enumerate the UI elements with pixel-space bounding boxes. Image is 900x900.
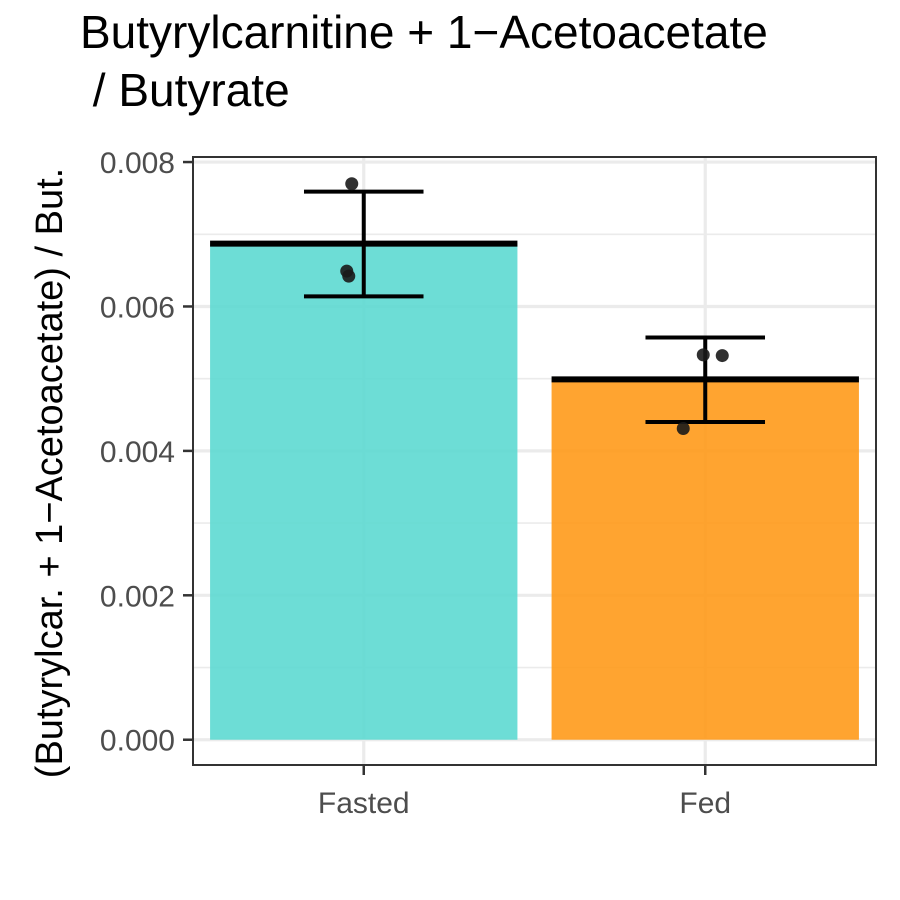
x-tick-label: Fed (679, 787, 731, 820)
x-tick-label: Fasted (318, 787, 410, 820)
chart-title-line-2: / Butyrate (80, 64, 290, 116)
error-bar-fasted (303, 189, 424, 299)
data-points (340, 177, 729, 436)
error-bars (303, 189, 766, 425)
y-tick-label: 0.004 (100, 436, 175, 469)
y-tick-label: 0.000 (100, 725, 175, 758)
x-axis: Fasted Fed (318, 765, 731, 820)
y-tick-label: 0.002 (100, 580, 175, 613)
data-point-fed (715, 349, 729, 363)
bar-fasted (210, 243, 518, 740)
data-point-fasted (342, 269, 356, 283)
data-point-fed (676, 422, 690, 436)
plot-panel-border (192, 156, 877, 766)
y-axis-title: (Butyrylcar. + 1−Acetoacetate) / But. (29, 168, 71, 778)
chart-title-line-1: Butyrylcarnitine + 1−Acetoacetate (80, 6, 768, 58)
bar-series (210, 240, 859, 740)
chart-title: Butyrylcarnitine + 1−Acetoacetate / Buty… (80, 6, 768, 116)
bar-fed (551, 379, 859, 740)
y-tick-label: 0.006 (100, 291, 175, 324)
data-point-fed (696, 348, 710, 362)
data-point-fasted (345, 177, 359, 191)
y-tick-label: 0.008 (100, 147, 175, 180)
y-axis: 0.000 0.002 0.004 0.006 0.008 (100, 147, 193, 758)
